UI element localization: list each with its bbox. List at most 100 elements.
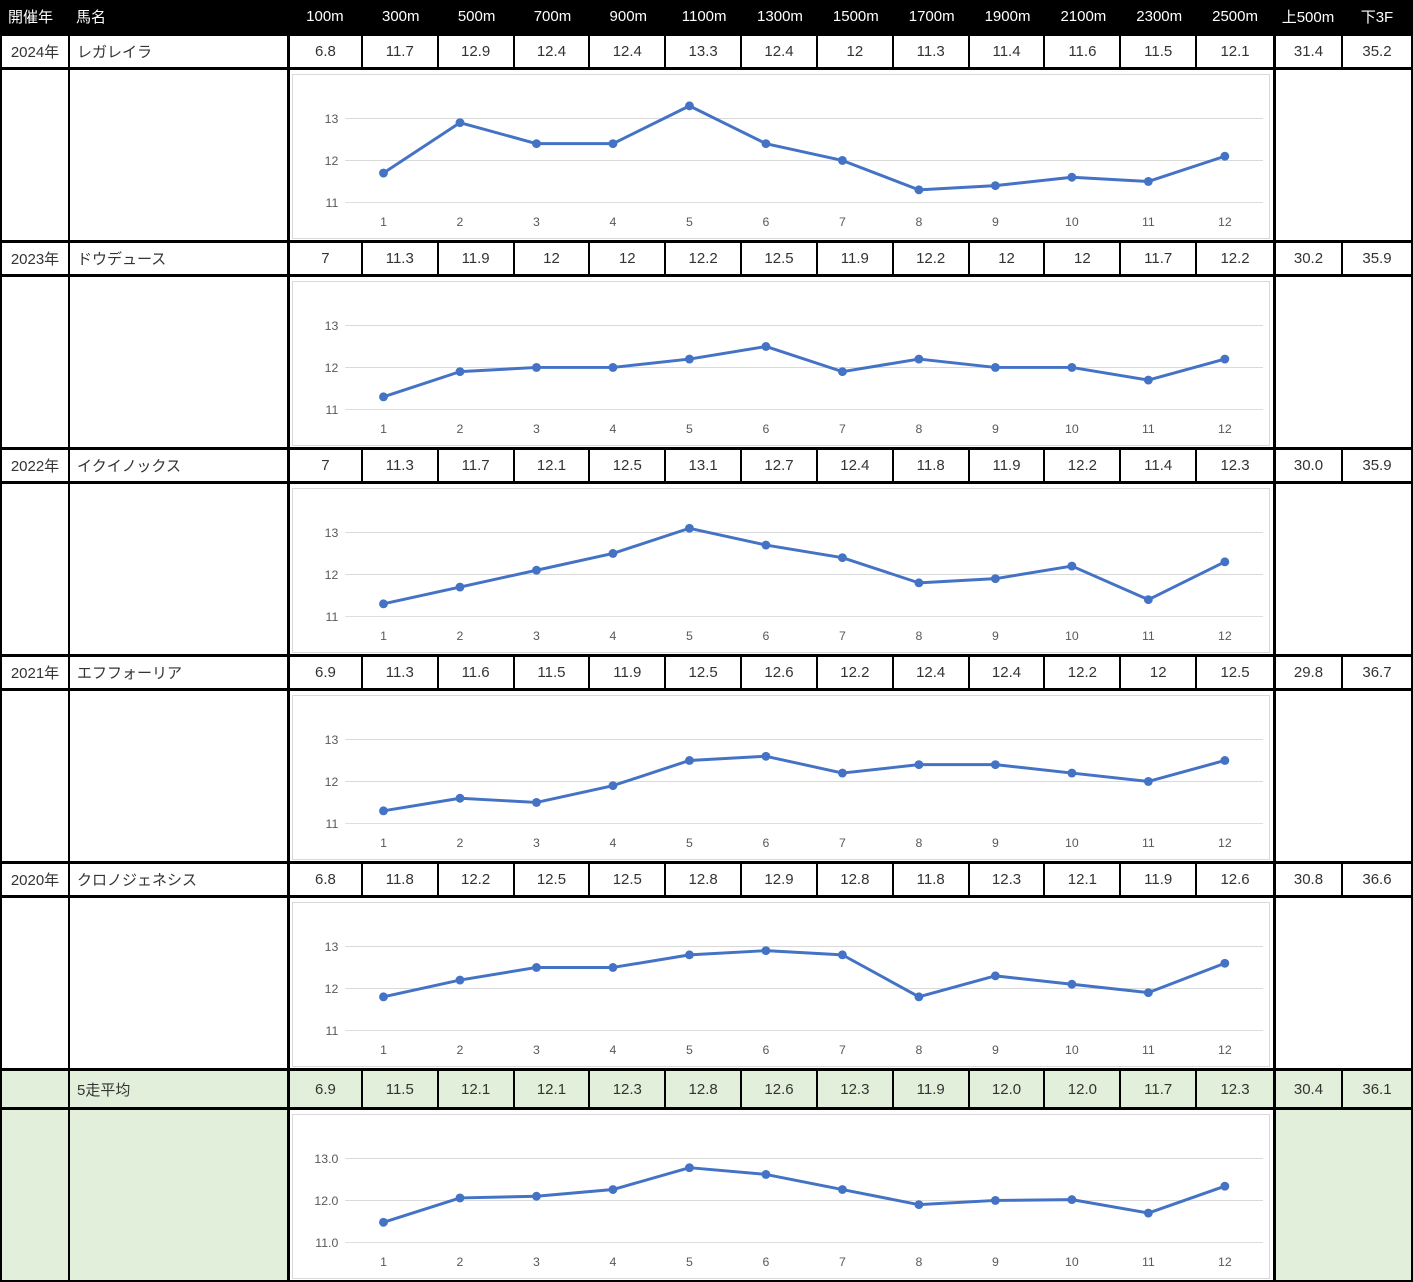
avg-down3f-cell[interactable]: 36.1 [1342, 1071, 1411, 1107]
avg-label-cell[interactable]: 5走平均 [70, 1071, 287, 1107]
horse-name-cell[interactable]: ドウデュース [77, 251, 167, 268]
lap-time-cell[interactable]: 12.4 [515, 36, 591, 67]
lap-time-cell[interactable]: 11.9 [970, 450, 1046, 481]
chart-object[interactable]: 11 12 13 1 2 3 4 5 6 7 8 9 10 11 12 [292, 281, 1270, 446]
header-cell[interactable]: 700m [514, 0, 591, 33]
lap-time-chart-average[interactable]: 11.012.013.01 2 3 4 5 6 7 8 9 10 11 12 [293, 1115, 1269, 1278]
header-cell[interactable]: 2500m [1197, 0, 1273, 33]
up500-cell[interactable]: 30.8 [1272, 864, 1343, 895]
header-cell[interactable]: 1700m [893, 0, 970, 33]
lap-time-cell[interactable]: 11.4 [970, 36, 1046, 67]
avg-up500-cell[interactable]: 30.4 [1272, 1071, 1343, 1107]
header-cell[interactable]: 100m [287, 0, 363, 33]
lap-time-cell[interactable]: 6.9 [287, 657, 363, 688]
lap-time-cell[interactable]: 12.2 [1045, 657, 1122, 688]
header-cell[interactable]: 500m [438, 0, 515, 33]
lap-time-cell[interactable]: 12.5 [590, 864, 667, 895]
lap-time-cell[interactable]: 11.6 [1045, 36, 1122, 67]
chart-object[interactable]: 11 12 13 1 2 3 4 5 6 7 8 9 10 11 12 [292, 902, 1270, 1067]
lap-time-cell[interactable]: 12.2 [1045, 450, 1122, 481]
lap-time-cell[interactable]: 12.4 [742, 36, 818, 67]
lap-time-cell[interactable]: 11.6 [439, 657, 515, 688]
year-cell[interactable]: 2021年 [2, 657, 70, 688]
lap-time-cell[interactable]: 12.1 [1220, 43, 1250, 60]
lap-time-cell[interactable]: 12.4 [970, 657, 1046, 688]
down3f-cell[interactable]: 35.9 [1362, 250, 1392, 267]
lap-time-cell[interactable]: 11.8 [894, 450, 970, 481]
lap-time-cell[interactable]: 13.1 [666, 450, 743, 481]
avg-lap-cell[interactable]: 12.1 [438, 1071, 515, 1107]
header-cell[interactable]: 1300m [742, 0, 818, 33]
avg-lap-cell[interactable]: 6.9 [287, 1071, 363, 1107]
header-cell-down3f[interactable]: 下3F [1342, 0, 1411, 33]
lap-time-cell[interactable]: 12.2 [666, 243, 743, 274]
lap-time-cell[interactable]: 11.7 [363, 36, 439, 67]
lap-time-cell[interactable]: 12.2 [439, 864, 515, 895]
lap-time-cell[interactable]: 12.6 [1220, 871, 1250, 888]
lap-time-cell[interactable]: 12.5 [742, 243, 818, 274]
avg-lap-cell[interactable]: 12.3 [590, 1071, 667, 1107]
header-cell[interactable]: 1900m [969, 0, 1046, 33]
year-cell[interactable]: 2024年 [2, 36, 70, 67]
avg-lap-cell[interactable]: 12.1 [514, 1071, 591, 1107]
horse-name-cell[interactable]: イクイノックス [77, 458, 181, 475]
horse-name-cell[interactable]: レガレイラ [77, 44, 153, 61]
lap-time-cell[interactable]: 11.9 [818, 243, 894, 274]
chart-object[interactable]: 11 12 13 1 2 3 4 5 6 7 8 9 10 11 12 [292, 695, 1270, 860]
avg-lap-cell[interactable]: 12.3 [1197, 1071, 1273, 1107]
lap-time-cell[interactable]: 11.3 [363, 243, 439, 274]
lap-time-cell[interactable]: 12.5 [590, 450, 667, 481]
lap-time-cell[interactable]: 12.3 [970, 864, 1046, 895]
avg-lap-cell[interactable]: 12.6 [742, 1071, 818, 1107]
avg-lap-cell[interactable]: 12.8 [666, 1071, 743, 1107]
lap-time-cell[interactable]: 11.8 [363, 864, 439, 895]
lap-time-cell[interactable]: 11.7 [1121, 243, 1198, 274]
lap-time-cell[interactable]: 12.8 [666, 864, 743, 895]
header-cell[interactable]: 900m [590, 0, 667, 33]
lap-time-cell[interactable]: 11.3 [894, 36, 970, 67]
year-cell[interactable]: 2023年 [2, 243, 70, 274]
horse-name-cell[interactable]: クロノジェネシス [77, 872, 198, 889]
lap-time-cell[interactable]: 12.1 [1045, 864, 1122, 895]
header-cell[interactable]: 300m [362, 0, 439, 33]
chart-object[interactable]: 11 12 13 1 2 3 4 5 6 7 8 9 10 11 12 [292, 74, 1270, 239]
lap-time-cell[interactable]: 12 [590, 243, 667, 274]
down3f-cell[interactable]: 35.2 [1362, 43, 1392, 60]
lap-time-cell[interactable]: 12.2 [894, 243, 970, 274]
lap-time-cell[interactable]: 12.8 [818, 864, 894, 895]
header-cell[interactable]: 2300m [1121, 0, 1198, 33]
lap-time-cell[interactable]: 12.5 [1220, 664, 1250, 681]
lap-time-cell[interactable]: 11.3 [363, 450, 439, 481]
chart-object[interactable]: 11.0 12.0 13.0 1 2 3 4 5 6 7 8 9 10 11 12 [292, 1114, 1270, 1279]
lap-time-cell[interactable]: 11.5 [1121, 36, 1198, 67]
lap-time-cell[interactable]: 6.8 [287, 36, 363, 67]
up500-cell[interactable]: 30.2 [1272, 243, 1343, 274]
avg-lap-cell[interactable]: 11.9 [893, 1071, 970, 1107]
lap-time-cell[interactable]: 11.5 [515, 657, 591, 688]
lap-time-cell[interactable]: 11.9 [1121, 864, 1198, 895]
header-cell-year[interactable]: 開催年 [2, 0, 70, 33]
lap-time-cell[interactable]: 12.3 [1220, 457, 1250, 474]
lap-time-cell[interactable]: 11.3 [363, 657, 439, 688]
avg-lap-cell[interactable]: 12.0 [969, 1071, 1046, 1107]
lap-time-cell[interactable]: 12.6 [742, 657, 818, 688]
lap-time-cell[interactable]: 12.2 [818, 657, 894, 688]
lap-time-cell[interactable]: 12.4 [818, 450, 894, 481]
lap-time-cell[interactable]: 11.4 [1121, 450, 1198, 481]
avg-lap-cell[interactable]: 12.0 [1045, 1071, 1122, 1107]
header-cell[interactable]: 1100m [666, 0, 743, 33]
lap-time-cell[interactable]: 7 [287, 243, 363, 274]
horse-name-cell[interactable]: エフフォーリア [77, 665, 183, 682]
lap-time-cell[interactable]: 12 [818, 36, 894, 67]
lap-time-cell[interactable]: 11.9 [590, 657, 667, 688]
up500-cell[interactable]: 30.0 [1272, 450, 1343, 481]
lap-time-cell[interactable]: 12 [1045, 243, 1122, 274]
lap-time-cell[interactable]: 12.5 [515, 864, 591, 895]
chart-object[interactable]: 11 12 13 1 2 3 4 5 6 7 8 9 10 11 12 [292, 488, 1270, 653]
lap-time-cell[interactable]: 12.5 [666, 657, 743, 688]
